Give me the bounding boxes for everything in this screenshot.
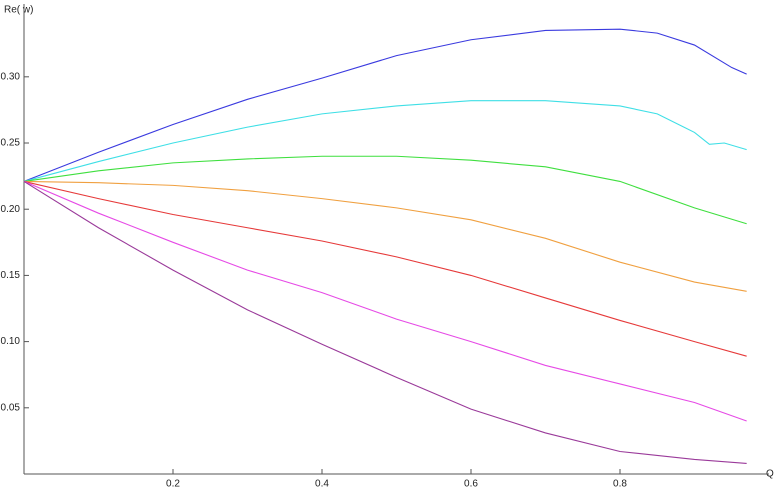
curve — [23, 180, 747, 422]
curve — [23, 180, 747, 464]
curve — [23, 180, 747, 357]
x-tick-label: 0.6 — [464, 479, 478, 490]
x-tick-label: 0.8 — [613, 479, 627, 490]
y-tick-label: 0.10 — [1, 336, 21, 347]
x-tick-label: 0.2 — [166, 479, 180, 490]
x-tick-label: 0.4 — [315, 479, 329, 490]
y-tick-label: 0.25 — [1, 138, 21, 149]
x-axis-label: Q — [766, 469, 774, 480]
curve — [23, 155, 747, 225]
curve — [23, 180, 747, 292]
y-tick-label: 0.05 — [1, 402, 21, 413]
curve — [23, 100, 747, 182]
curve — [23, 28, 747, 182]
y-tick-label: 0.30 — [1, 71, 21, 82]
y-axis-label: Re( w) — [4, 5, 33, 16]
y-tick-label: 0.20 — [1, 204, 21, 215]
y-tick-label: 0.15 — [1, 270, 21, 281]
